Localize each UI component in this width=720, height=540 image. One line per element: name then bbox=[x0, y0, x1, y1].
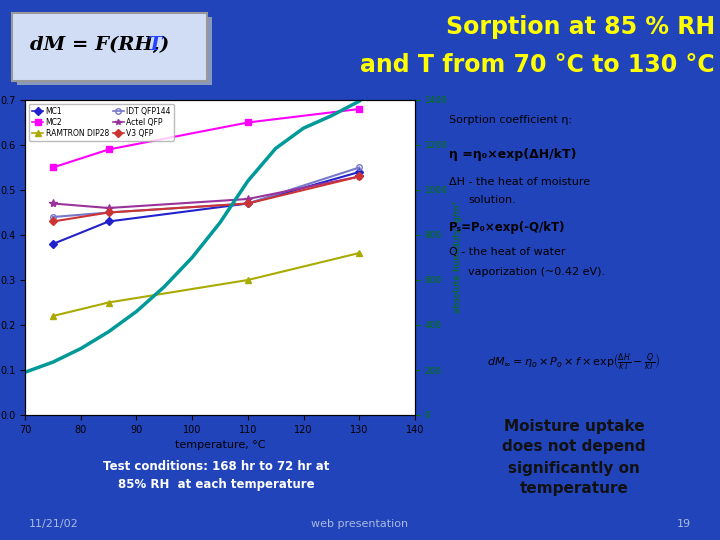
Text: and T from 70 °C to 130 °C: and T from 70 °C to 130 °C bbox=[361, 53, 715, 77]
Text: Q - the heat of water: Q - the heat of water bbox=[449, 247, 565, 258]
MC2 bbox=[355, 106, 364, 112]
Line: MC2: MC2 bbox=[50, 106, 362, 170]
MC1 bbox=[243, 200, 252, 207]
Line: IDT QFP144: IDT QFP144 bbox=[50, 165, 362, 220]
V3 QFP bbox=[48, 218, 57, 225]
MC2 bbox=[104, 146, 113, 153]
X-axis label: temperature, °C: temperature, °C bbox=[175, 440, 265, 450]
RAMTRON DIP28 bbox=[48, 313, 57, 319]
Line: Actel QFP: Actel QFP bbox=[49, 172, 364, 212]
MC2 bbox=[243, 119, 252, 126]
Text: Sorption at 85 % RH: Sorption at 85 % RH bbox=[446, 15, 715, 39]
Text: Moisture uptake
does not depend
significantly on
temperature: Moisture uptake does not depend signific… bbox=[502, 418, 646, 496]
Text: η =η₀×exp(ΔH/kT): η =η₀×exp(ΔH/kT) bbox=[449, 148, 577, 161]
Actel QFP bbox=[355, 173, 364, 180]
Bar bbox=[12, 13, 207, 81]
Text: Pₛ=P₀×exp(-Q/kT): Pₛ=P₀×exp(-Q/kT) bbox=[449, 221, 565, 234]
Text: Sorption coefficient η:: Sorption coefficient η: bbox=[449, 116, 572, 125]
Bar bbox=[17, 17, 212, 85]
V3 QFP bbox=[104, 210, 113, 216]
IDT QFP144 bbox=[48, 214, 57, 220]
Text: ): ) bbox=[160, 36, 169, 54]
RAMTRON DIP28 bbox=[104, 299, 113, 306]
Line: RAMTRON DIP28: RAMTRON DIP28 bbox=[50, 249, 363, 320]
Y-axis label: absolute humiduty, g/m³: absolute humiduty, g/m³ bbox=[454, 201, 462, 314]
Text: Test conditions: 168 hr to 72 hr at
85% RH  at each temperature: Test conditions: 168 hr to 72 hr at 85% … bbox=[103, 460, 329, 491]
Legend: MC1, MC2, RAMTRON DIP28, IDT QFP144, Actel QFP, V3 QFP: MC1, MC2, RAMTRON DIP28, IDT QFP144, Act… bbox=[29, 104, 174, 141]
Line: V3 QFP: V3 QFP bbox=[50, 174, 362, 224]
RAMTRON DIP28 bbox=[355, 250, 364, 256]
Actel QFP bbox=[243, 196, 252, 202]
Text: 19: 19 bbox=[677, 519, 691, 529]
IDT QFP144 bbox=[243, 200, 252, 207]
RAMTRON DIP28 bbox=[243, 277, 252, 284]
IDT QFP144 bbox=[104, 210, 113, 216]
MC1 bbox=[355, 169, 364, 176]
Text: solution.: solution. bbox=[469, 194, 516, 205]
V3 QFP bbox=[355, 173, 364, 180]
IDT QFP144 bbox=[355, 164, 364, 171]
Actel QFP bbox=[104, 205, 113, 211]
V3 QFP bbox=[243, 200, 252, 207]
Text: T: T bbox=[147, 36, 161, 54]
MC2 bbox=[48, 164, 57, 171]
Text: vaporization (~0.42 eV).: vaporization (~0.42 eV). bbox=[469, 267, 606, 277]
Text: ΔH - the heat of moisture: ΔH - the heat of moisture bbox=[449, 177, 590, 187]
Text: dM = F(RH,: dM = F(RH, bbox=[30, 36, 166, 54]
MC1 bbox=[104, 218, 113, 225]
Text: $dM_\infty = \eta_o \times P_o \times f \times \exp\!\left(\frac{\Delta H}{kT} -: $dM_\infty = \eta_o \times P_o \times f … bbox=[487, 352, 661, 373]
Line: MC1: MC1 bbox=[50, 169, 362, 247]
Actel QFP bbox=[48, 200, 57, 207]
MC1 bbox=[48, 241, 57, 247]
Text: 11/21/02: 11/21/02 bbox=[29, 519, 78, 529]
Text: web presentation: web presentation bbox=[312, 519, 408, 529]
